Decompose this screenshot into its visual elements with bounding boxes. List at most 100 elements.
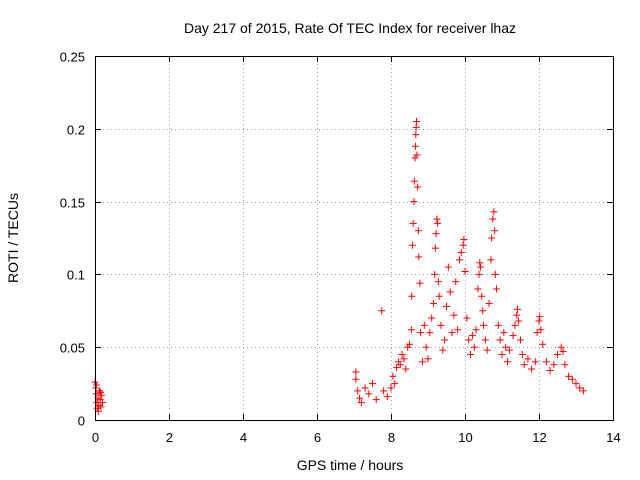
data-point (396, 361, 404, 369)
plot-frame (95, 56, 614, 421)
y-tick-label: 0.1 (67, 268, 85, 283)
data-point (383, 393, 391, 401)
data-point (444, 263, 452, 271)
data-point (517, 336, 524, 344)
data-point (369, 380, 376, 388)
data-point (496, 336, 504, 344)
data-point (509, 332, 517, 340)
data-point (546, 366, 554, 374)
data-point (535, 317, 543, 325)
data-point (430, 300, 438, 308)
y-axis-label: ROTI / TECUs (5, 193, 21, 283)
data-point (572, 380, 580, 388)
data-point (490, 208, 498, 216)
data-point (565, 372, 573, 380)
data-point (539, 340, 547, 348)
data-point (428, 314, 436, 322)
data-point (415, 253, 423, 261)
data-point (561, 361, 569, 369)
data-point (485, 300, 493, 308)
x-axis: 0 2 4 6 8 10 12 14 (92, 56, 621, 445)
data-point (576, 384, 584, 392)
data-point (452, 278, 460, 286)
x-tick-label: 6 (314, 430, 321, 445)
y-axis: 0 0.05 0.1 0.15 0.2 0.25 (60, 50, 613, 429)
chart-title: Day 217 of 2015, Rate Of TEC Index for r… (184, 20, 516, 36)
data-point (502, 343, 510, 351)
data-point (412, 131, 420, 139)
data-point (491, 227, 499, 235)
x-tick-label: 0 (92, 430, 99, 445)
data-point (480, 321, 487, 329)
data-point (498, 350, 506, 358)
data-point (378, 307, 386, 315)
data-point (557, 343, 565, 351)
data-point (470, 343, 478, 351)
data-point (479, 307, 487, 315)
data-point (454, 326, 462, 334)
data-point (505, 346, 513, 354)
data-point (463, 314, 471, 322)
x-axis-label: GPS time / hours (297, 457, 404, 473)
data-point (459, 241, 467, 249)
data-point (422, 343, 430, 351)
data-point (487, 256, 495, 264)
data-point (400, 355, 408, 363)
data-point (518, 350, 526, 358)
data-point (387, 384, 395, 392)
data-point (402, 365, 410, 373)
data-point (413, 151, 421, 159)
data-point (410, 177, 418, 185)
data-point (524, 355, 532, 363)
data-point (559, 348, 567, 356)
data-point (504, 358, 512, 366)
data-point (461, 267, 469, 275)
x-tick-label: 8 (388, 430, 395, 445)
data-point (354, 387, 362, 395)
data-point (416, 279, 424, 287)
data-point (536, 313, 544, 321)
data-point (531, 358, 539, 366)
data-point (542, 358, 550, 366)
data-point (554, 350, 561, 358)
data-point (380, 387, 388, 395)
data-point (550, 361, 558, 369)
data-point (413, 118, 421, 126)
data-point (418, 358, 426, 366)
x-tick-label: 4 (240, 430, 247, 445)
data-point (476, 259, 484, 267)
data-point (432, 230, 440, 238)
data-point (439, 346, 447, 354)
data-point (431, 244, 439, 252)
data-point (398, 350, 406, 358)
y-tick-label: 0.2 (67, 123, 85, 138)
data-point (406, 340, 413, 348)
data-point (389, 372, 397, 380)
data-point (357, 399, 365, 407)
data-point (92, 390, 100, 398)
data-point (95, 387, 103, 395)
data-point (478, 292, 486, 300)
data-point (492, 285, 500, 293)
data-point (420, 321, 428, 329)
data-point (431, 270, 439, 278)
data-point (457, 249, 465, 257)
data-point (515, 317, 523, 325)
data-point (443, 302, 450, 310)
x-tick-label: 2 (166, 430, 173, 445)
data-point (434, 278, 442, 286)
grid-layer (95, 56, 613, 420)
data-point (424, 355, 432, 363)
data-point (513, 311, 521, 319)
data-point (426, 329, 434, 337)
data-point (393, 364, 401, 372)
data-point (568, 375, 576, 383)
data-point (511, 321, 519, 329)
data-point (448, 329, 456, 337)
data-point (409, 219, 417, 227)
data-point (372, 396, 380, 404)
data-point (489, 215, 497, 223)
data-point (408, 241, 416, 249)
data-point (579, 387, 587, 395)
